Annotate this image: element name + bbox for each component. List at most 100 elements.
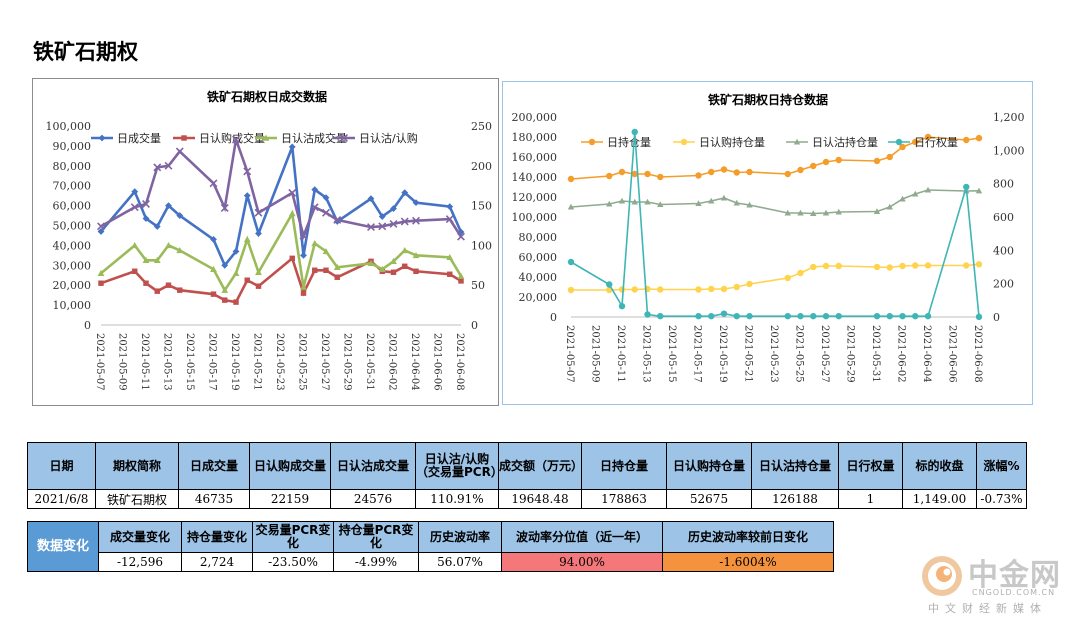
y2-tick-label: 1,000	[993, 144, 1025, 157]
data-point	[142, 256, 150, 264]
col-header: 波动率分位值（近一年）	[501, 521, 663, 553]
data-point	[618, 168, 626, 176]
x-tick-label: 2021-05-09	[117, 333, 128, 391]
table-cell: 2021/6/8	[27, 489, 96, 509]
data-point	[975, 261, 983, 268]
data-point	[232, 135, 240, 144]
col-header: 日持仓量	[581, 442, 667, 490]
y-tick-label: 0	[550, 311, 557, 324]
data-point	[390, 269, 397, 275]
x-tick-label: 2021-05-07	[564, 325, 575, 383]
data-point	[708, 285, 715, 293]
table-cell: -23.50%	[252, 552, 334, 572]
x-tick-label: 2021-05-27	[319, 333, 330, 391]
y-tick-label: 140,000	[512, 171, 558, 184]
data-point	[567, 175, 575, 183]
data-point	[873, 208, 881, 215]
table-cell: 19648.48	[498, 489, 582, 509]
data-point	[255, 230, 262, 237]
table-cell: 56.07%	[418, 552, 502, 572]
x-tick-label: 2021-05-17	[207, 333, 218, 391]
data-point	[390, 205, 397, 212]
y-tick-label: 30,000	[53, 259, 92, 272]
y2-tick-label: 0	[993, 311, 1000, 324]
data-point	[222, 297, 228, 303]
data-point	[975, 134, 983, 142]
data-point	[300, 251, 307, 259]
data-point	[912, 312, 919, 320]
data-point	[631, 128, 638, 136]
data-point	[446, 203, 454, 210]
data-point	[657, 312, 664, 320]
data-point	[232, 247, 240, 255]
col-header: 日认购持仓量	[666, 442, 752, 490]
data-point	[606, 172, 613, 180]
y2-tick-label: 250	[471, 120, 492, 133]
series-line	[570, 189, 980, 215]
data-point	[733, 199, 740, 206]
data-point	[567, 258, 575, 266]
legend-marker	[340, 134, 348, 142]
data-point	[143, 280, 149, 286]
data-point	[695, 200, 702, 207]
col-header: 日认沽持仓量	[751, 442, 839, 490]
table-header-row: 数据变化 成交量变化 持仓量变化 交易量PCR变化 持仓量PCR变化 历史波动率…	[27, 521, 834, 572]
y-tick-label: 120,000	[512, 191, 558, 204]
series-line	[100, 139, 463, 241]
data-point	[457, 232, 465, 241]
data-point	[924, 133, 932, 141]
data-point	[657, 173, 664, 181]
x-tick-label: 2021-05-25	[297, 333, 308, 391]
data-point	[300, 290, 307, 296]
y-tick-label: 50,000	[53, 220, 92, 233]
data-point	[153, 223, 161, 230]
data-point	[657, 286, 664, 293]
data-point	[312, 267, 318, 273]
data-point	[233, 299, 239, 305]
table-header-row: 日期 期权简称 日成交量 日认购成交量 日认沽成交量 日认沽/认购（交易量PCR…	[27, 442, 1027, 490]
x-tick-label: 2021-05-11	[615, 325, 626, 383]
table-cell: 110.91%	[415, 489, 499, 509]
data-point	[412, 199, 420, 207]
table-cell-volatility-percentile: 94.00%	[501, 552, 663, 572]
y2-tick-label: 200	[471, 160, 492, 173]
data-point	[322, 247, 330, 255]
data-point	[873, 157, 881, 165]
y-tick-label: 20,000	[53, 279, 92, 292]
data-point	[153, 256, 161, 264]
data-point	[244, 277, 250, 283]
col-header: 历史波动率	[418, 521, 502, 553]
data-point	[97, 269, 105, 276]
x-tick-label: 2021-05-07	[94, 333, 105, 391]
y-tick-label: 160,000	[512, 151, 558, 164]
y-tick-label: 180,000	[512, 131, 558, 144]
data-point	[333, 215, 342, 224]
data-point	[886, 153, 893, 161]
legend-marker	[262, 134, 270, 141]
data-point	[720, 310, 728, 317]
col-header: 日期	[27, 442, 96, 490]
data-point	[963, 136, 970, 144]
data-point	[606, 200, 613, 207]
x-tick-label: 2021-05-23	[274, 333, 285, 391]
table-row: 2021/6/8 铁矿石期权 46735 22159 24576 110.91%…	[27, 489, 1027, 509]
data-point	[899, 312, 906, 320]
data-point	[378, 213, 386, 220]
data-point	[131, 188, 139, 196]
y2-tick-label: 100	[471, 239, 492, 252]
data-point	[367, 195, 375, 203]
x-tick-label: 2021-05-29	[342, 333, 353, 391]
y2-tick-label: 400	[993, 244, 1014, 257]
volume-chart-svg: 铁矿石期权日成交数据 0 10,000 20,000 30,000 40,000 50,00…	[46, 89, 493, 391]
data-point	[402, 263, 408, 270]
data-point	[390, 257, 397, 265]
data-point	[873, 263, 881, 271]
data-point	[835, 312, 842, 320]
data-point	[401, 189, 409, 197]
data-point	[97, 228, 105, 235]
data-point	[733, 169, 740, 176]
daily-data-table: 日期 期权简称 日成交量 日认购成交量 日认沽成交量 日认沽/认购（交易量PCR…	[27, 442, 1027, 509]
data-point	[810, 210, 817, 217]
data-point	[924, 312, 932, 320]
data-point	[165, 242, 172, 249]
